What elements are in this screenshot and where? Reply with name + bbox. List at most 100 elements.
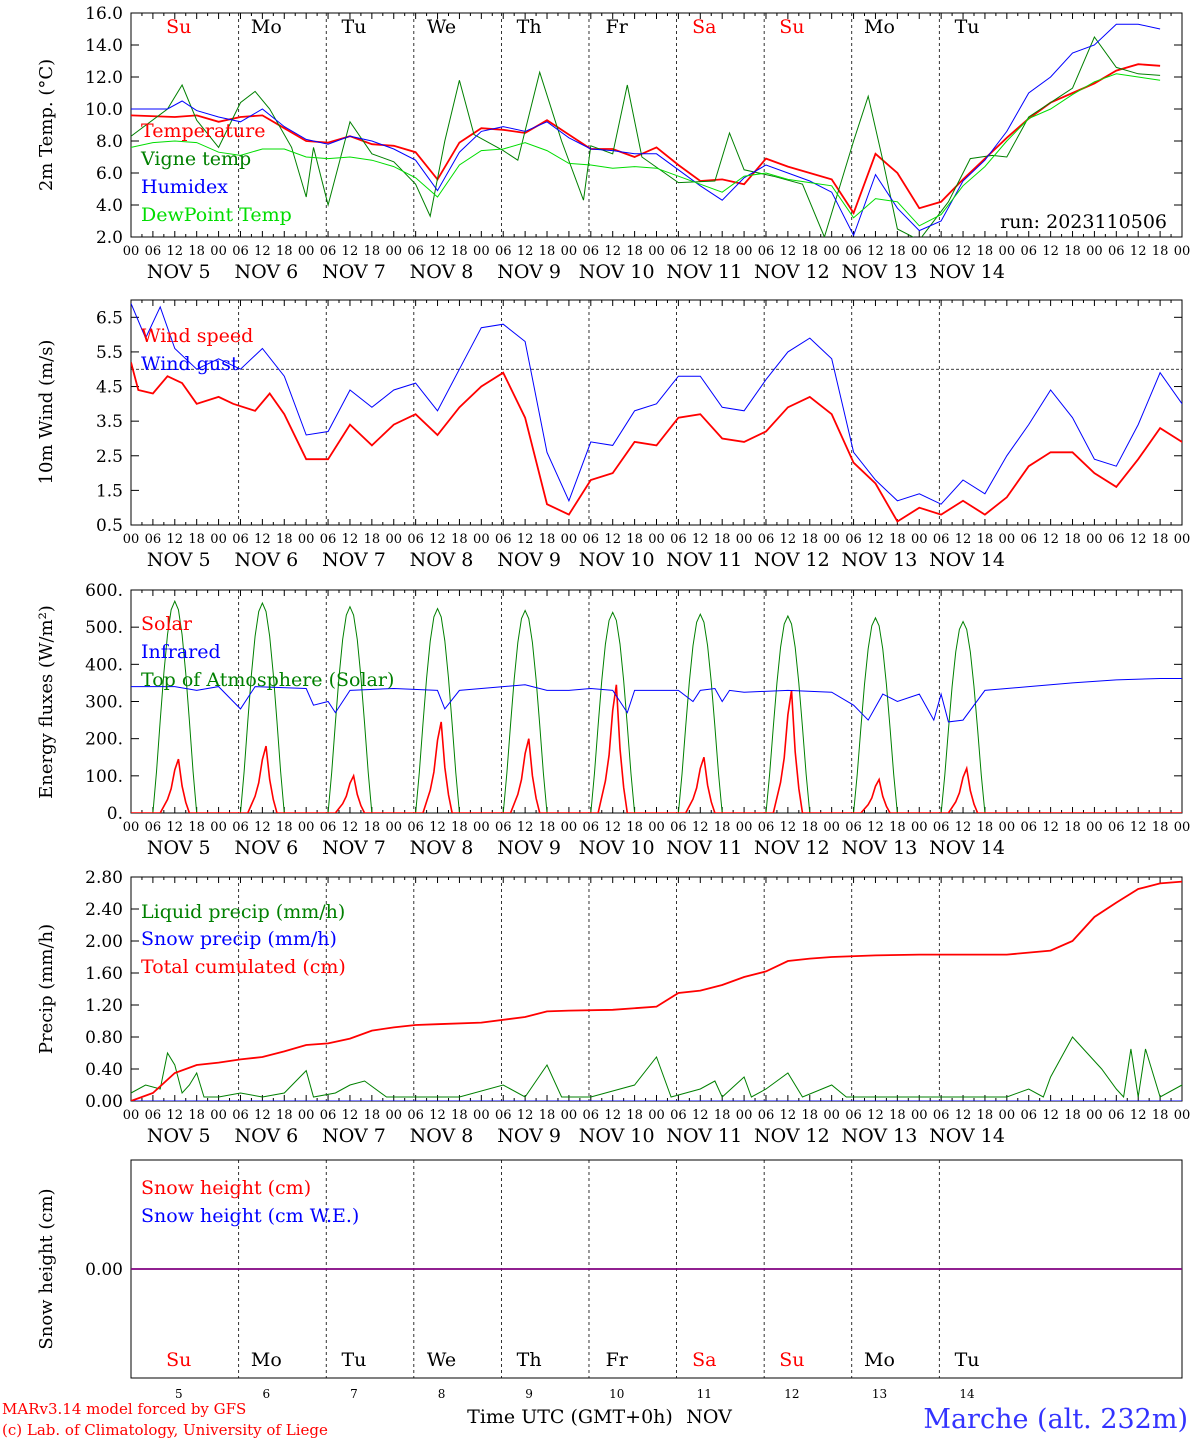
y-tick-label: 6.0 (96, 164, 123, 184)
series-line-wind-speed (131, 362, 1182, 523)
date-label: NOV 9 (497, 837, 561, 859)
y-tick-label: 2.5 (96, 447, 123, 467)
series-line-dewpoint-temp (131, 73, 1161, 227)
series-line-temperature (131, 63, 1161, 215)
hour-tick-label: 12 (429, 820, 446, 835)
date-label: NOV 9 (497, 549, 561, 571)
hour-tick-label: 12 (429, 1108, 446, 1123)
hour-tick-label: 00 (123, 820, 140, 835)
hour-tick-label: 12 (780, 820, 797, 835)
hour-tick-label: 06 (232, 532, 249, 547)
hour-tick-label: 00 (385, 532, 402, 547)
hour-tick-label: 18 (714, 820, 731, 835)
day-label: Tu (341, 16, 366, 38)
hour-tick-label: 12 (955, 820, 972, 835)
bottom-date-label: 6 (263, 1387, 271, 1401)
legend-entry: Liquid precip (mm/h) (141, 901, 345, 923)
hour-tick-label: 00 (385, 1108, 402, 1123)
hour-tick-label: 00 (298, 244, 315, 259)
panel-temp: 2.0 4.0 6.0 8.0 10.0 12.0 14.0 16.0 00 06 12 18 00 06… (36, 4, 1190, 283)
series-group (131, 303, 1182, 523)
date-label: NOV 12 (754, 261, 830, 283)
station-title: Marche (alt. 232m) (923, 1404, 1188, 1435)
date-label: NOV 6 (235, 1125, 299, 1147)
series-line-infrared (131, 678, 1182, 723)
hour-tick-label: 06 (1108, 532, 1125, 547)
date-label: NOV 5 (147, 549, 211, 571)
legend-entry: Top of Atmosphere (Solar) (141, 669, 394, 691)
hour-tick-label: 18 (977, 532, 994, 547)
hour-tick-label: 18 (714, 532, 731, 547)
hour-tick-label: 12 (254, 244, 271, 259)
legend-entry: Temperature (141, 120, 265, 142)
hour-tick-label: 00 (823, 532, 840, 547)
hour-tick-label: 18 (714, 244, 731, 259)
date-label: NOV 13 (842, 837, 918, 859)
date-label: NOV 5 (147, 837, 211, 859)
hour-tick-label: 06 (1020, 1108, 1037, 1123)
hour-tick-label: 18 (977, 820, 994, 835)
hour-tick-label: 18 (364, 1108, 381, 1123)
day-label-bottom: We (427, 1349, 456, 1371)
hour-tick-label: 00 (648, 820, 665, 835)
hour-tick-label: 06 (845, 820, 862, 835)
lab-credit: (c) Lab. of Climatology, University of L… (2, 1421, 328, 1439)
hour-tick-label: 12 (692, 1108, 709, 1123)
legend-entry: Wind speed (141, 325, 253, 347)
hour-tick-label: 00 (473, 532, 490, 547)
day-label-bottom: Mo (251, 1349, 282, 1371)
hour-tick-label: 18 (801, 532, 818, 547)
hour-tick-label: 12 (867, 244, 884, 259)
hour-tick-label: 06 (583, 532, 600, 547)
hour-tick-label: 12 (955, 532, 972, 547)
y-tick-label: 4.5 (96, 378, 123, 398)
hour-tick-label: 00 (385, 244, 402, 259)
hour-tick-label: 06 (583, 820, 600, 835)
y-tick-label: 10.0 (85, 100, 123, 120)
date-label: NOV 13 (842, 261, 918, 283)
hour-tick-label: 12 (517, 820, 534, 835)
model-credit: MARv3.14 model forced by GFS (2, 1400, 246, 1418)
hour-tick-label: 18 (188, 532, 205, 547)
legend-entry: Total cumulated (cm) (141, 956, 346, 978)
date-label: NOV 13 (842, 1125, 918, 1147)
hour-tick-label: 06 (495, 532, 512, 547)
hour-tick-label: 18 (1152, 820, 1169, 835)
hour-tick-label: 06 (320, 532, 337, 547)
hour-tick-label: 18 (188, 820, 205, 835)
y-tick-label: 1.20 (85, 996, 123, 1016)
bottom-date-label: 13 (872, 1387, 887, 1401)
series-group (131, 880, 1182, 1101)
hour-tick-label: 18 (801, 820, 818, 835)
y-tick-label: 16.0 (85, 4, 123, 24)
hour-tick-label: 00 (1174, 820, 1191, 835)
hour-tick-label: 06 (232, 244, 249, 259)
hour-tick-label: 18 (626, 244, 643, 259)
date-label: NOV 14 (929, 549, 1005, 571)
hour-tick-label: 12 (517, 244, 534, 259)
hour-tick-label: 18 (276, 1108, 293, 1123)
series-group (131, 599, 1182, 813)
y-tick-label: 8.0 (96, 132, 123, 152)
hour-tick-label: 18 (1064, 532, 1081, 547)
y-tick-label: 1.5 (96, 481, 123, 501)
legend-entry: Solar (141, 613, 193, 635)
hour-tick-label: 00 (648, 244, 665, 259)
day-label: Sa (692, 16, 716, 38)
panel-snow: 0.00 Snow height (cm) Snow height (cm) Snow… (36, 1159, 1183, 1379)
date-label: NOV 7 (322, 261, 386, 283)
hour-tick-label: 00 (999, 532, 1016, 547)
date-label: NOV 13 (842, 549, 918, 571)
hour-tick-label: 12 (604, 1108, 621, 1123)
hour-tick-label: 06 (232, 820, 249, 835)
hour-tick-label: 12 (955, 1108, 972, 1123)
hour-tick-label: 18 (889, 1108, 906, 1123)
hour-tick-label: 00 (298, 532, 315, 547)
date-label: NOV 5 (147, 261, 211, 283)
hour-tick-label: 00 (473, 820, 490, 835)
hour-tick-label: 12 (1130, 1108, 1147, 1123)
date-label: NOV 11 (666, 1125, 742, 1147)
date-label: NOV 11 (666, 837, 742, 859)
hour-tick-label: 12 (429, 532, 446, 547)
